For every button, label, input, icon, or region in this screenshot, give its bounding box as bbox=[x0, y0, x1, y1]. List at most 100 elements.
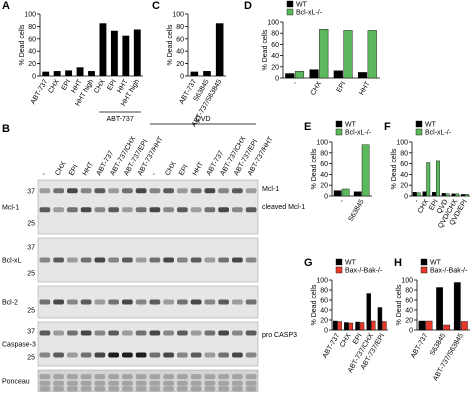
legend-swatch bbox=[335, 128, 343, 136]
y-tick-label: 80 bbox=[176, 24, 184, 31]
row-label: Bcl-xL bbox=[2, 258, 22, 265]
blot-band bbox=[67, 188, 78, 194]
bar bbox=[453, 282, 461, 331]
lane-label: HHT bbox=[192, 160, 206, 177]
bar bbox=[88, 71, 95, 76]
blot-band bbox=[177, 380, 188, 386]
blot-band bbox=[122, 374, 133, 380]
y-tick-label: 0 bbox=[32, 74, 36, 81]
blot-band bbox=[67, 386, 78, 392]
x-tick-label: EPI bbox=[336, 80, 348, 93]
y-tick-label: 60 bbox=[320, 161, 328, 168]
blot-band bbox=[245, 257, 257, 263]
blot-band bbox=[163, 207, 174, 213]
bar bbox=[432, 192, 436, 197]
blot-band bbox=[39, 352, 51, 358]
row-label: Ponceau bbox=[2, 379, 30, 386]
y-tick-label: 0 bbox=[180, 74, 184, 81]
panel-label: E bbox=[304, 121, 311, 133]
bar bbox=[461, 194, 465, 197]
group-label: ABT-737 bbox=[106, 116, 133, 123]
bar bbox=[348, 322, 354, 331]
bar bbox=[418, 320, 426, 331]
y-tick-label: 60 bbox=[28, 36, 36, 43]
bar bbox=[341, 188, 350, 197]
blot-band bbox=[163, 299, 174, 305]
blot-band bbox=[177, 330, 188, 336]
legend-swatch bbox=[335, 120, 343, 128]
blot-band bbox=[204, 207, 216, 213]
bar bbox=[76, 67, 84, 76]
y-tick-label: 0 bbox=[275, 76, 279, 83]
blot-band bbox=[108, 330, 119, 336]
blot-band bbox=[39, 330, 51, 336]
blot-band bbox=[245, 374, 257, 380]
blot-band bbox=[53, 257, 64, 263]
blot-band bbox=[94, 374, 106, 380]
blot-band bbox=[163, 330, 174, 336]
blot-band bbox=[190, 374, 202, 380]
blot-band bbox=[149, 257, 161, 263]
bar bbox=[332, 320, 338, 331]
bar bbox=[425, 320, 433, 331]
legend-swatch bbox=[286, 0, 294, 8]
bar bbox=[285, 73, 295, 79]
blot-band bbox=[39, 386, 51, 392]
blot-band bbox=[53, 188, 64, 194]
y-tick-label: 60 bbox=[271, 42, 279, 49]
blot-band bbox=[80, 257, 92, 263]
blot-band bbox=[67, 299, 78, 305]
blot-band bbox=[67, 207, 78, 213]
blot-strip bbox=[37, 285, 259, 319]
blot-band bbox=[204, 257, 216, 263]
blot-band bbox=[108, 380, 119, 386]
blot-band bbox=[232, 257, 243, 263]
y-tick-label: 40 bbox=[271, 53, 279, 60]
bar bbox=[460, 321, 468, 331]
blot-band bbox=[80, 374, 92, 380]
bar bbox=[353, 191, 362, 197]
blot-band bbox=[135, 352, 147, 358]
blot-band bbox=[149, 330, 161, 336]
blot-band bbox=[53, 386, 64, 392]
panel-label: A bbox=[2, 0, 10, 12]
blot-band bbox=[135, 188, 147, 194]
y-tick-label: 0 bbox=[324, 194, 328, 201]
y-tick-label: 20 bbox=[176, 61, 184, 68]
blot-band bbox=[122, 352, 133, 358]
y-tick-label: 40 bbox=[405, 308, 413, 315]
bar bbox=[333, 70, 343, 79]
panel-label: G bbox=[304, 257, 313, 269]
blot-band bbox=[80, 380, 92, 386]
blot-band bbox=[108, 207, 119, 213]
blot-band bbox=[53, 380, 64, 386]
bar bbox=[382, 321, 387, 331]
blot-band bbox=[245, 380, 257, 386]
blot-band bbox=[108, 386, 119, 392]
bar bbox=[455, 193, 460, 197]
y-tick-label: 0 bbox=[409, 328, 413, 335]
legend-label: Bcl-xL-/- bbox=[425, 130, 452, 137]
blot-band bbox=[80, 330, 92, 336]
legend-swatch bbox=[420, 258, 428, 266]
bar bbox=[294, 71, 305, 79]
y-tick-label: 0 bbox=[404, 194, 408, 201]
bar bbox=[412, 192, 417, 197]
panel-label: C bbox=[152, 0, 160, 12]
blot-band bbox=[80, 352, 92, 358]
blot-band bbox=[232, 374, 243, 380]
x-tick-label: CHX bbox=[339, 332, 353, 349]
x-tick-label: EPI bbox=[106, 78, 118, 91]
x-tick-label: - bbox=[338, 198, 346, 204]
y-axis-label: % Dead cells bbox=[311, 148, 318, 189]
qvd-label: QVD bbox=[195, 116, 210, 123]
blot-band bbox=[218, 257, 229, 263]
x-tick-label: ABT-737 bbox=[30, 78, 50, 105]
bar bbox=[110, 30, 118, 77]
blot-band bbox=[80, 207, 92, 213]
blot-band bbox=[39, 374, 51, 380]
blot-band bbox=[94, 380, 106, 386]
blot-band bbox=[67, 380, 78, 386]
x-tick-label: S63845 bbox=[348, 198, 366, 222]
blot-band bbox=[232, 188, 243, 194]
